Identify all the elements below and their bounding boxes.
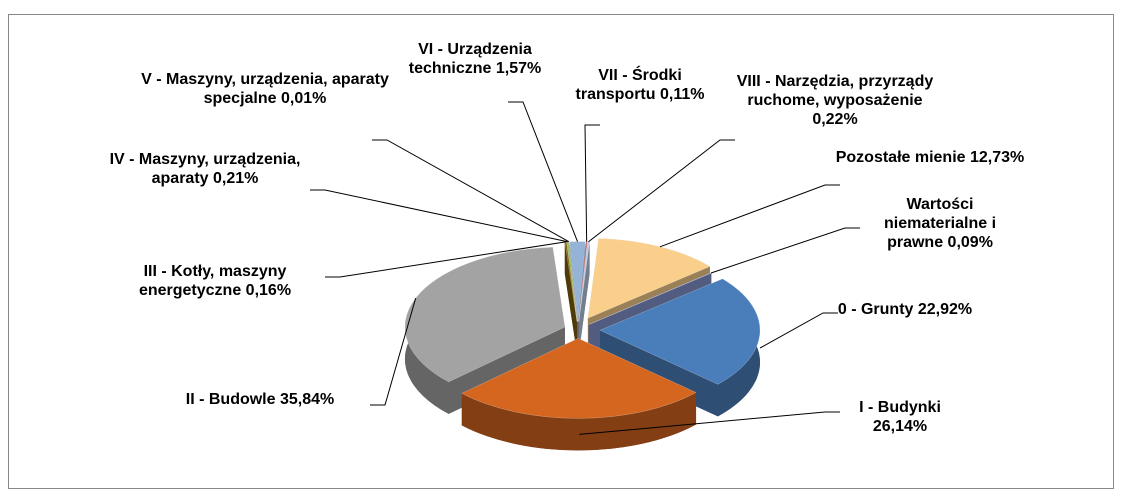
- data-label: VI - Urządzenia techniczne 1,57%: [385, 40, 565, 78]
- leader-line: [588, 139, 735, 243]
- data-label: VIII - Narzędzia, przyrządy ruchome, wyp…: [730, 72, 940, 129]
- leader-line: [370, 297, 417, 406]
- value-label: 1,57%: [495, 60, 542, 77]
- slice: [404, 246, 566, 383]
- value-label: 0,22%: [812, 111, 858, 128]
- value-label: 26,14%: [872, 418, 928, 435]
- data-label: V - Maszyny, urządzenia, aparaty specjal…: [140, 70, 390, 108]
- data-label: III - Kotły, maszyny energetyczne 0,16%: [95, 262, 335, 300]
- category-name: I - Budynki: [859, 399, 941, 416]
- leader-line: [579, 411, 840, 435]
- value-label: 0,09%: [947, 234, 993, 251]
- value-label: 12,73%: [970, 149, 1025, 166]
- slice: [578, 241, 588, 322]
- category-name: 0 - Grunty: [837, 301, 914, 318]
- category-name: II - Budowle: [185, 391, 276, 408]
- slice: [599, 278, 761, 385]
- category-name: VIII - Narzędzia, przyrządy ruchome, wyp…: [736, 73, 934, 109]
- category-name: IV - Maszyny, urządzenia, aparaty: [109, 151, 301, 187]
- leader-line: [310, 189, 568, 243]
- data-label: Pozostałe mienie 12,73%: [835, 148, 1025, 167]
- data-label: Wartości niematerialne i prawne 0,09%: [860, 195, 1020, 252]
- slice-side: [564, 241, 567, 274]
- value-label: 0,01%: [281, 90, 327, 107]
- leader-line: [372, 139, 570, 243]
- leader-line: [325, 241, 566, 278]
- value-label: 35,84%: [279, 391, 335, 408]
- category-name: VII - Środki transportu: [575, 67, 682, 103]
- slice-side: [578, 241, 590, 354]
- value-label: 22,92%: [917, 301, 973, 318]
- slice-side: [566, 241, 578, 354]
- category-name: VI - Urządzenia techniczne: [408, 41, 532, 77]
- data-label: IV - Maszyny, urządzenia, aparaty 0,21%: [80, 150, 330, 188]
- data-label: II - Budowle 35,84%: [140, 390, 380, 409]
- data-label: 0 - Grunty 22,92%: [830, 300, 980, 319]
- category-name: V - Maszyny, urządzenia, aparaty specjal…: [141, 71, 389, 107]
- slice-side: [461, 392, 697, 451]
- leader-line: [508, 101, 578, 242]
- category-name: Wartości niematerialne i prawne: [883, 196, 997, 251]
- data-label: I - Budynki 26,14%: [835, 398, 965, 436]
- category-name: Pozostałe mienie: [835, 149, 966, 166]
- value-label: 0,11%: [659, 86, 705, 103]
- leader-line: [584, 124, 600, 242]
- slice: [461, 338, 697, 419]
- slice: [587, 238, 711, 319]
- leader-line: [759, 312, 838, 349]
- leader-line: [659, 184, 840, 248]
- value-label: 0,16%: [245, 282, 292, 299]
- leader-line: [710, 227, 860, 274]
- value-label: 0,21%: [213, 170, 259, 187]
- category-name: III - Kotły, maszyny energetyczne: [138, 263, 287, 299]
- data-label: VII - Środki transportu 0,11%: [565, 66, 715, 104]
